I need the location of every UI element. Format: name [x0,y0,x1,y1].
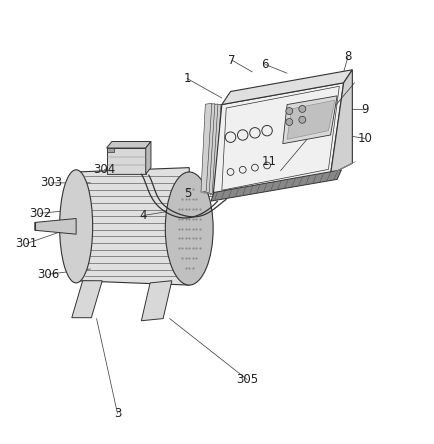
Polygon shape [106,148,114,151]
Polygon shape [141,281,171,321]
Circle shape [298,116,305,123]
Polygon shape [330,70,352,174]
Text: 11: 11 [261,155,276,168]
Text: 8: 8 [344,50,351,63]
Polygon shape [76,168,189,285]
Polygon shape [282,96,336,144]
Polygon shape [221,70,352,104]
Ellipse shape [59,170,92,283]
Text: 305: 305 [236,373,257,386]
Circle shape [298,105,305,112]
Polygon shape [213,83,343,196]
Text: 10: 10 [357,132,372,145]
Text: 3: 3 [114,407,121,420]
Polygon shape [213,104,224,196]
Text: 302: 302 [29,207,51,220]
Text: 4: 4 [139,209,147,222]
Text: 5: 5 [184,187,191,200]
Text: 306: 306 [37,268,60,281]
Text: 303: 303 [40,176,62,189]
Text: 1: 1 [183,72,191,85]
Polygon shape [210,104,220,195]
Text: 9: 9 [361,103,368,116]
Ellipse shape [165,172,213,285]
Polygon shape [35,218,76,234]
Polygon shape [286,100,334,139]
Polygon shape [145,142,151,174]
Circle shape [285,119,292,126]
Polygon shape [204,103,214,193]
Polygon shape [207,104,217,194]
Polygon shape [210,170,341,201]
Text: 304: 304 [93,163,115,176]
Polygon shape [106,142,151,148]
Circle shape [285,107,292,115]
Polygon shape [106,148,145,174]
Polygon shape [72,281,102,318]
Text: 6: 6 [261,58,269,71]
Polygon shape [201,103,211,192]
Text: 7: 7 [227,54,235,67]
Text: 301: 301 [15,237,37,250]
